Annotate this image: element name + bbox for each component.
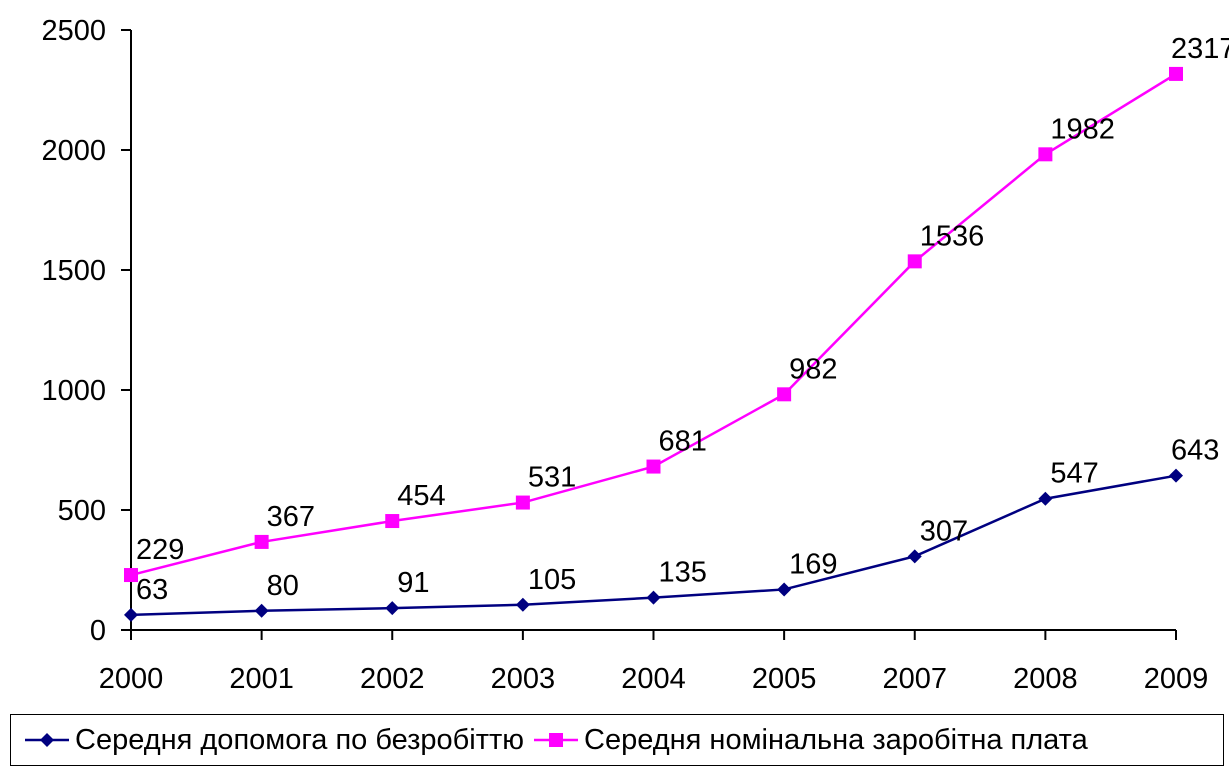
square-marker-icon: [534, 733, 579, 747]
data-point-marker: [777, 387, 792, 402]
data-point-marker: [646, 590, 661, 605]
data-label: 1982: [1050, 113, 1115, 145]
data-label: 91: [397, 567, 429, 599]
data-point-marker: [385, 601, 400, 616]
chart-legend: Середня допомога по безробіттю Середня н…: [10, 714, 1224, 766]
x-tick-label: 2004: [621, 663, 686, 695]
data-label: 531: [528, 462, 576, 494]
data-label: 135: [659, 557, 707, 589]
y-tick-label: 1000: [41, 375, 106, 407]
legend-label-nominal-wage: Середня номінальна заробітна плата: [584, 723, 1088, 756]
data-point-marker: [1169, 468, 1183, 483]
data-point-marker: [646, 459, 661, 474]
data-point-marker: [385, 514, 400, 529]
x-tick-label: 2008: [1013, 663, 1078, 695]
data-label: 63: [136, 574, 168, 606]
x-tick-label: 2002: [360, 663, 425, 695]
y-tick-label: 0: [90, 615, 106, 647]
data-label: 982: [789, 353, 837, 385]
legend-entry-unemployment-benefit: Середня допомога по безробіттю: [25, 724, 524, 757]
data-point-marker: [124, 607, 138, 622]
data-label: 681: [659, 426, 707, 458]
data-label: 229: [136, 534, 184, 566]
legend-entry-nominal-wage: Середня номінальна заробітна плата: [534, 724, 1088, 757]
x-tick-label: 2009: [1144, 663, 1209, 695]
series-line: [130, 72, 1177, 577]
data-label: 1536: [920, 220, 985, 252]
y-tick-label: 2000: [41, 135, 106, 167]
data-label: 643: [1171, 435, 1219, 467]
y-tick-label: 1500: [41, 255, 106, 287]
data-label: 105: [528, 564, 576, 596]
x-tick-label: 2000: [99, 663, 164, 695]
y-tick-label: 500: [58, 495, 106, 527]
x-tick-label: 2005: [752, 663, 817, 695]
legend-label-unemployment-benefit: Середня допомога по безробіттю: [75, 723, 525, 756]
data-point-marker: [907, 549, 922, 564]
data-label: 2317: [1171, 33, 1229, 65]
x-tick-label: 2001: [229, 663, 294, 695]
data-label: 80: [267, 570, 299, 602]
y-tick-label: 2500: [41, 15, 106, 47]
data-label: 367: [267, 501, 315, 533]
data-label: 169: [789, 548, 837, 580]
data-point-marker: [1169, 66, 1183, 81]
data-point-marker: [515, 495, 530, 510]
x-tick-label: 2007: [882, 663, 947, 695]
data-label: 547: [1050, 458, 1098, 490]
data-point-marker: [1038, 147, 1053, 162]
data-point-marker: [254, 534, 269, 549]
data-point-marker: [515, 597, 530, 612]
data-label: 307: [920, 515, 968, 547]
data-label: 454: [397, 480, 445, 512]
data-point-marker: [1038, 491, 1053, 506]
line-chart: 0 500 1000 1500 2000 2500 2000 2001 2002 2003 2004…: [41, 15, 1229, 695]
data-point-marker: [124, 568, 138, 583]
x-tick-label: 2003: [491, 663, 556, 695]
data-point-marker: [254, 603, 269, 618]
data-point-marker: [907, 254, 922, 269]
data-point-marker: [777, 582, 792, 597]
diamond-marker-icon: [25, 733, 69, 747]
